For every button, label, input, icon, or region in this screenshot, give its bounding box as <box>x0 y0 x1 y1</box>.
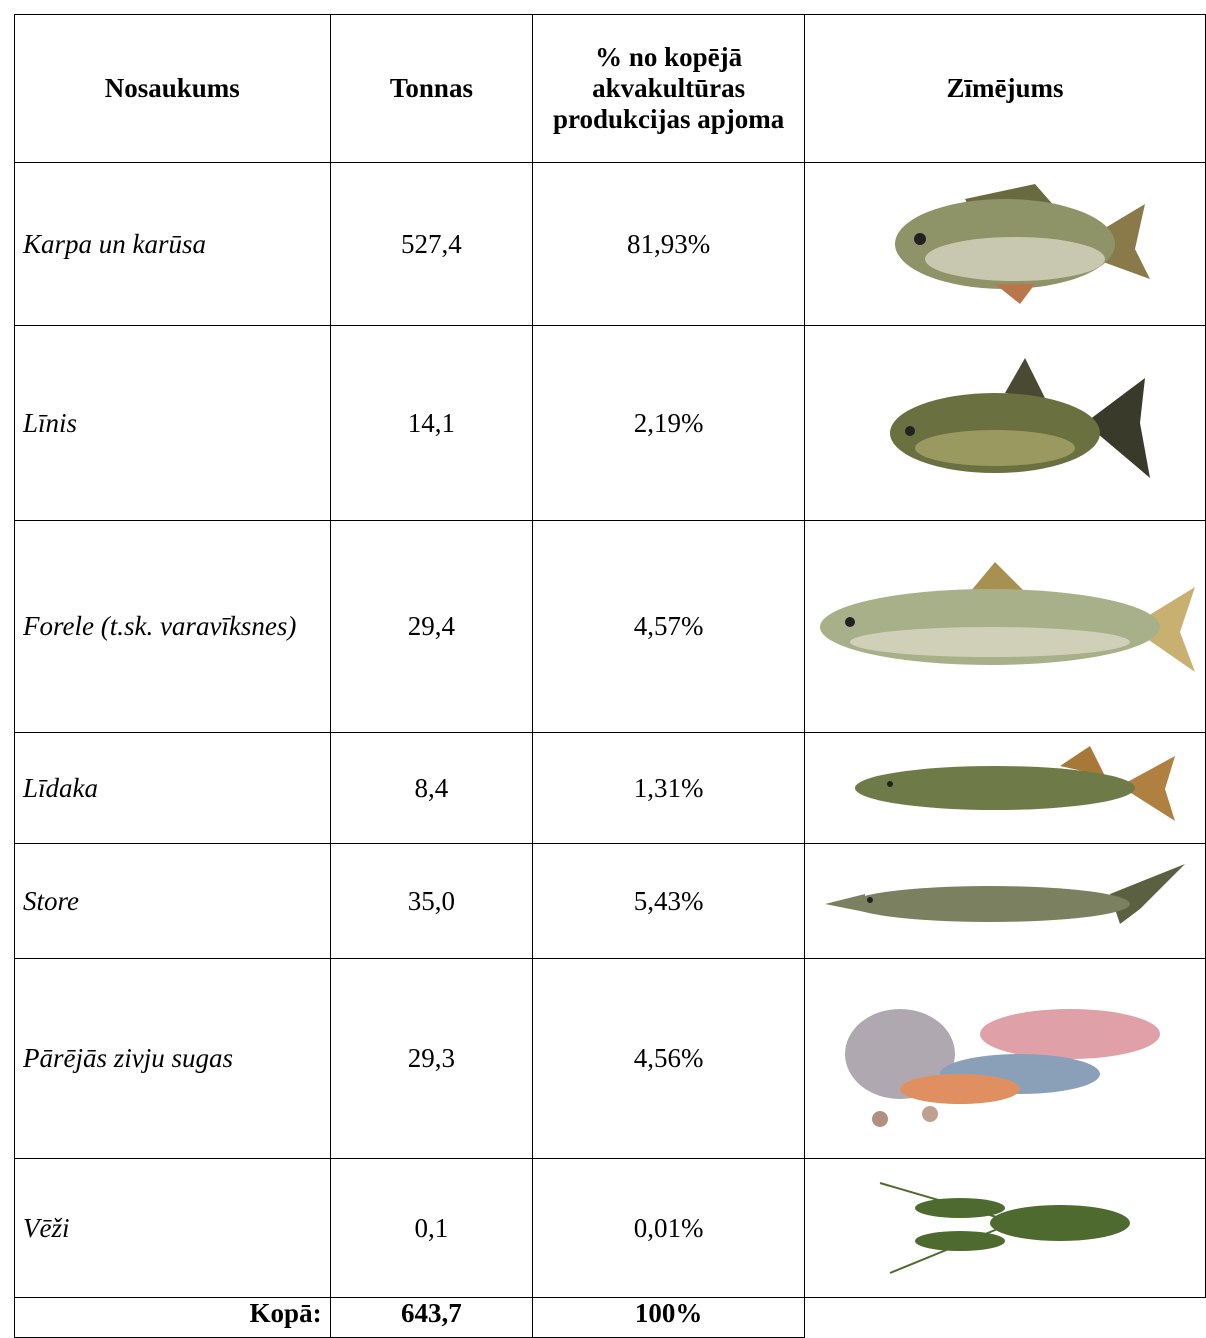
data-table: Nosaukums Tonnas % no kopējā akvakultūra… <box>14 14 1206 1338</box>
cell: Līdaka <box>14 732 331 844</box>
seafood-illustration <box>845 1008 1160 1127</box>
row: Līnis 14,1 2,19% <box>14 325 1206 521</box>
cell: 2,19% <box>532 325 805 521</box>
cell <box>804 1158 1206 1298</box>
cell <box>804 958 1206 1159</box>
header-cell: Nosaukums <box>14 14 331 163</box>
cell: 4,56% <box>532 958 805 1159</box>
crayfish-illustration <box>879 1182 1130 1274</box>
cell <box>804 732 1206 844</box>
cell: Forele (t.sk. varavīksnes) <box>14 520 331 733</box>
cell: 29,4 <box>329 520 534 733</box>
header-cell: % no kopējā akvakultūras produkcijas apj… <box>532 14 805 163</box>
cell: 81,93% <box>532 162 805 326</box>
header-row: Nosaukums Tonnas % no kopējā akvakultūra… <box>14 14 1206 163</box>
cell: Līnis <box>14 325 331 521</box>
cell: Karpa un karūsa <box>14 162 331 326</box>
row: Vēži 0,1 0,01% <box>14 1158 1206 1298</box>
row: Karpa un karūsa 527,4 81,93% <box>14 162 1206 326</box>
cell: 1,31% <box>532 732 805 844</box>
cell: 35,0 <box>329 843 534 959</box>
row: Līdaka 8,4 1,31% <box>14 732 1206 844</box>
cell: 14,1 <box>329 325 534 521</box>
cell: 643,7 <box>329 1297 534 1338</box>
cell: Store <box>14 843 331 959</box>
cell: 0,01% <box>532 1158 805 1298</box>
sturgeon-illustration <box>825 863 1185 924</box>
cell: 5,43% <box>532 843 805 959</box>
carp-illustration <box>895 184 1150 304</box>
cell: 0,1 <box>329 1158 534 1298</box>
pike-illustration <box>855 745 1175 821</box>
cell <box>804 843 1206 959</box>
cell: Pārējās zivju sugas <box>14 958 331 1159</box>
cell <box>804 325 1206 521</box>
header-cell: Zīmējums <box>804 14 1206 163</box>
cell: 4,57% <box>532 520 805 733</box>
row: Forele (t.sk. varavīksnes) 29,4 4,57% <box>14 520 1206 733</box>
tench-illustration <box>890 358 1150 478</box>
cell: 8,4 <box>329 732 534 844</box>
row: Pārējās zivju sugas 29,3 4,56% <box>14 958 1206 1159</box>
empty-cell <box>805 1298 1206 1338</box>
row: Store 35,0 5,43% <box>14 843 1206 959</box>
cell: 527,4 <box>329 162 534 326</box>
total-row: Kopā: 643,7 100% <box>14 1297 1206 1338</box>
cell: Kopā: <box>14 1297 331 1338</box>
trout-illustration <box>820 561 1195 672</box>
header-cell: Tonnas <box>329 14 534 163</box>
cell: 29,3 <box>329 958 534 1159</box>
cell: Vēži <box>14 1158 331 1298</box>
cell: 100% <box>532 1297 805 1338</box>
cell <box>804 520 1206 733</box>
cell <box>804 162 1206 326</box>
